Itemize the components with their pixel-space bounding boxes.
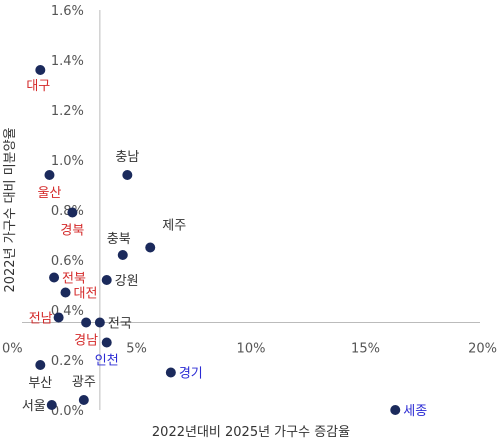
point-label: 대전 xyxy=(74,287,98,302)
data-point xyxy=(165,367,176,378)
data-point xyxy=(60,287,71,298)
point-label: 전국 xyxy=(108,317,132,332)
x-tick-label: 20% xyxy=(468,342,497,357)
point-label: 충남 xyxy=(115,150,139,165)
point-label: 전남 xyxy=(29,312,53,327)
x-tick-label: 5% xyxy=(126,342,147,357)
data-point xyxy=(145,242,156,253)
data-point xyxy=(117,250,128,260)
y-tick-label: 0.0% xyxy=(51,404,84,419)
point-label: 인천 xyxy=(95,354,119,369)
data-point xyxy=(122,170,133,180)
y-tick-label: 1.0% xyxy=(51,154,84,169)
data-point xyxy=(35,360,46,370)
data-point xyxy=(67,207,78,218)
point-label: 부산 xyxy=(28,376,52,391)
x-tick-label: 15% xyxy=(351,342,380,357)
data-point xyxy=(78,395,89,405)
y-tick-label: 1.4% xyxy=(51,54,84,69)
data-point xyxy=(390,405,401,415)
point-label: 광주 xyxy=(72,375,96,390)
data-point xyxy=(81,317,92,328)
y-tick-labels: 0.0%0.2%0.4%0.6%0.8%1.0%1.2%1.4%1.6% xyxy=(51,4,84,419)
x-tick-labels: 0% 5% 10% 15% 20% xyxy=(2,342,497,357)
y-tick-label: 0.2% xyxy=(51,354,84,369)
point-label: 서울 xyxy=(22,399,46,414)
data-point xyxy=(53,312,64,323)
data-point xyxy=(35,65,46,75)
point-label: 울산 xyxy=(38,186,62,201)
y-tick-label: 0.6% xyxy=(51,254,84,269)
y-tick-label: 1.6% xyxy=(51,4,84,19)
x-tick-label: 0% xyxy=(2,342,23,357)
point-label: 전북 xyxy=(62,272,86,287)
data-points xyxy=(35,65,401,415)
point-label: 경기 xyxy=(179,367,203,382)
data-point xyxy=(46,400,57,410)
data-point xyxy=(101,275,112,285)
data-point xyxy=(94,317,105,328)
point-label: 강원 xyxy=(115,274,139,289)
y-tick-label: 1.2% xyxy=(51,104,84,119)
data-point xyxy=(49,272,60,283)
point-label: 충북 xyxy=(107,232,131,247)
point-label: 대구 xyxy=(26,79,50,94)
data-point xyxy=(44,170,55,180)
y-tick-label: 0.8% xyxy=(51,204,84,219)
y-axis-title: 2022년 가구수 대비 미분양율 xyxy=(3,127,18,292)
point-label: 경북 xyxy=(60,224,84,239)
x-axis-title: 2022년대비 2025년 가구수 증감율 xyxy=(152,425,350,440)
data-point xyxy=(101,337,112,348)
point-label: 제주 xyxy=(162,219,186,234)
point-label: 세종 xyxy=(403,404,427,419)
point-label: 경남 xyxy=(74,334,98,349)
x-tick-label: 10% xyxy=(237,342,266,357)
